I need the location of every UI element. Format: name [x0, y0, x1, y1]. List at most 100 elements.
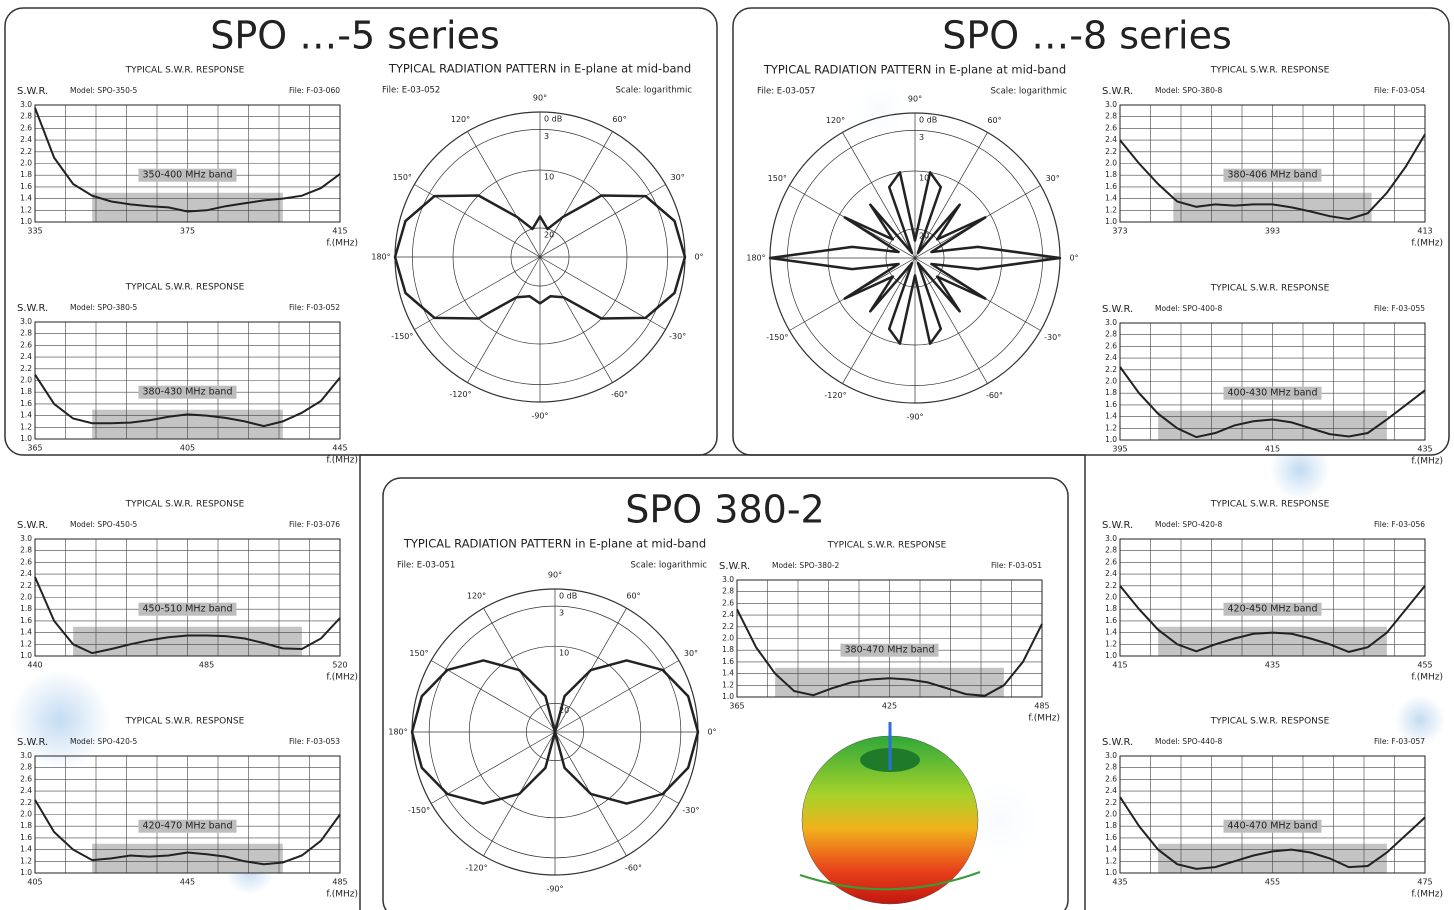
pattern	[393, 194, 687, 320]
y-tick-label: 1.8	[1105, 821, 1117, 830]
theta-tick-label: 150°	[393, 173, 412, 182]
model: Model: SPO-420-5	[70, 737, 138, 746]
theta-tick-label: -150°	[408, 806, 430, 815]
plot-frame	[1119, 104, 1426, 223]
swr-curve	[34, 576, 341, 655]
r-tick-label: 3	[544, 132, 549, 141]
y-tick-label: 2.6	[1105, 123, 1117, 132]
chart-title: TYPICAL S.W.R. RESPONSE	[125, 500, 245, 510]
x-axis-label: f.(MHz)	[326, 239, 358, 249]
y-tick-label: 2.8	[20, 329, 32, 338]
y-tick-label: 1.8	[20, 821, 32, 830]
theta-tick-label: 30°	[684, 649, 698, 658]
y-tick-label: 2.4	[20, 786, 32, 795]
y-tick-label: 2.6	[1105, 557, 1117, 566]
y-tick-label: 2.2	[20, 364, 32, 373]
y-tick-label: 3.0	[1105, 100, 1117, 109]
y-tick-label: 2.8	[1105, 763, 1117, 772]
swr-curve	[34, 799, 341, 866]
y-tick-label: 1.4	[20, 194, 32, 203]
y-axis-label: S.W.R.	[17, 303, 48, 314]
y-tick-label: 1.8	[20, 604, 32, 613]
panel-title: SPO 380-2	[625, 488, 824, 532]
x-tick-label: 455	[1417, 661, 1432, 670]
y-tick-label: 1.0	[20, 434, 32, 443]
spoke	[467, 131, 541, 258]
y-tick-label: 2.8	[20, 763, 32, 772]
y-tick-label: 2.2	[20, 147, 32, 156]
y-tick-label: 1.8	[1105, 170, 1117, 179]
swr-curve	[1119, 133, 1426, 221]
y-tick-label: 2.2	[722, 622, 734, 631]
x-tick-label: 485	[199, 661, 214, 670]
y-tick-label: 2.6	[722, 598, 734, 607]
y-tick-label: 2.6	[20, 340, 32, 349]
band-label-bg	[138, 602, 237, 616]
x-tick-label: 413	[1417, 227, 1432, 236]
theta-tick-label: 150°	[409, 649, 428, 658]
x-tick-label: 440	[27, 661, 42, 670]
y-tick-label: 1.2	[1105, 205, 1117, 214]
x-tick-label: 445	[180, 878, 195, 887]
ring	[827, 170, 1003, 346]
x-axis-label: f.(MHz)	[1028, 714, 1060, 724]
y-tick-label: 2.0	[20, 376, 32, 385]
file: File: F-03-076	[289, 520, 340, 529]
theta-tick-label: -30°	[1044, 333, 1061, 342]
model: Model: SPO-420-8	[1155, 520, 1223, 529]
x-tick-label: 373	[1112, 227, 1127, 236]
spoke	[554, 731, 680, 804]
band-label-bg	[138, 819, 237, 833]
x-tick-label: 520	[332, 661, 347, 670]
theta-tick-label: 60°	[987, 116, 1001, 125]
band-label-bg	[138, 168, 237, 182]
r-tick-label: 0 dB	[559, 592, 577, 601]
y-tick-label: 2.6	[1105, 341, 1117, 350]
theta-tick-label: 120°	[826, 116, 845, 125]
y-tick-label: 1.8	[722, 645, 734, 654]
file: File: F-03-053	[289, 737, 340, 746]
y-axis-label: S.W.R.	[1102, 304, 1133, 315]
file: File: F-03-051	[991, 561, 1042, 570]
file: File: F-03-052	[289, 303, 340, 312]
y-axis-label: S.W.R.	[17, 737, 48, 748]
y-tick-label: 2.8	[1105, 330, 1117, 339]
band-label: 420-470 MHz band	[143, 821, 233, 832]
theta-tick-label: 0°	[707, 728, 716, 737]
ring	[428, 605, 682, 859]
chart-title: TYPICAL S.W.R. RESPONSE	[125, 66, 245, 76]
file: File: F-03-055	[1374, 304, 1425, 313]
y-tick-label: 2.4	[20, 569, 32, 578]
spoke	[554, 660, 680, 733]
band-label: 420-450 MHz band	[1228, 604, 1318, 615]
r-tick-label: 10	[919, 174, 929, 183]
band-label-bg	[1223, 819, 1322, 833]
pattern	[410, 659, 700, 805]
band-label: 440-470 MHz band	[1228, 821, 1318, 832]
y-tick-label: 3.0	[20, 534, 32, 543]
x-axis-label: f.(MHz)	[1411, 239, 1443, 249]
x-tick-label: 415	[1112, 661, 1127, 670]
r-tick-label: 0 dB	[919, 116, 937, 125]
spoke	[430, 660, 556, 733]
y-tick-label: 1.0	[722, 692, 734, 701]
file: File: E-03-051	[397, 561, 455, 571]
y-tick-label: 2.4	[1105, 353, 1117, 362]
y-tick-label: 1.0	[20, 217, 32, 226]
file: File: F-03-056	[1374, 520, 1425, 529]
y-tick-label: 3.0	[1105, 318, 1117, 327]
ring	[885, 228, 945, 288]
y-tick-label: 1.6	[1105, 833, 1117, 842]
theta-tick-label: 60°	[612, 115, 626, 124]
swr-curve	[736, 608, 1043, 697]
y-tick-label: 2.6	[20, 774, 32, 783]
y-tick-label: 1.2	[20, 856, 32, 865]
x-axis-label: f.(MHz)	[326, 673, 358, 683]
theta-tick-label: -90°	[546, 885, 563, 894]
y-tick-label: 2.0	[1105, 593, 1117, 602]
scale: Scale: logarithmic	[631, 561, 708, 571]
x-tick-label: 335	[27, 227, 42, 236]
plot-frame	[1119, 538, 1426, 657]
y-tick-label: 1.6	[20, 182, 32, 191]
theta-tick-label: 30°	[1046, 174, 1060, 183]
